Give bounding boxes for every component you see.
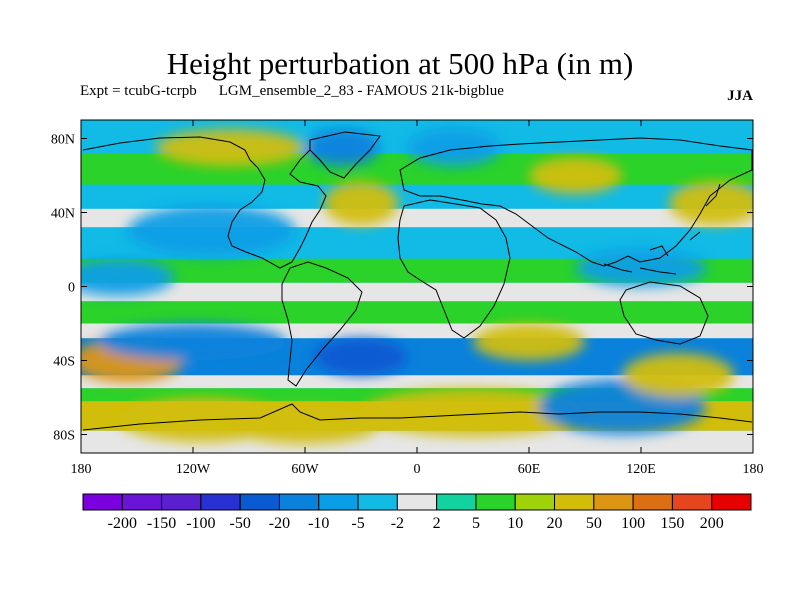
africa-coast bbox=[397, 199, 511, 339]
anomaly-blob bbox=[155, 129, 305, 167]
lon-tick-label: 120E bbox=[626, 462, 656, 477]
field-band bbox=[81, 301, 753, 324]
anomaly-blob bbox=[81, 258, 175, 296]
colorbar-swatch bbox=[593, 493, 634, 511]
latitude-axis: 80N 40N 0 40S 80S bbox=[51, 133, 753, 444]
lat-tick-label: 80S bbox=[53, 429, 75, 444]
lon-tick-label: 180 bbox=[71, 462, 92, 477]
colorbar-swatch bbox=[318, 493, 359, 511]
field-band bbox=[81, 184, 753, 209]
anomaly-blob bbox=[669, 181, 753, 226]
colorbar-swatch bbox=[161, 493, 202, 511]
colorbar-label: -20 bbox=[269, 515, 290, 532]
anomaly-blob bbox=[305, 129, 380, 167]
colorbar-swatch bbox=[475, 493, 516, 511]
lon-tick-label: 60W bbox=[291, 462, 319, 477]
ensemble-label: LGM_ensemble_2_83 - FAMOUS 21k-bigblue bbox=[218, 83, 504, 99]
colorbar-swatch bbox=[239, 493, 280, 511]
lon-tick-label: 0 bbox=[414, 462, 421, 477]
anomaly-blob bbox=[622, 353, 735, 398]
colorbar-label: -100 bbox=[186, 515, 215, 532]
colorbar-swatch bbox=[632, 493, 673, 511]
coastlines bbox=[82, 131, 753, 431]
colorbar-swatch bbox=[278, 493, 320, 511]
colorbar-swatch bbox=[82, 493, 123, 511]
colorbar-swatch bbox=[396, 493, 438, 511]
experiment-label: Expt = tcubG-tcrpb bbox=[80, 83, 197, 99]
contour-field bbox=[81, 120, 753, 453]
anomaly-blob bbox=[473, 323, 585, 361]
longitude-axis: 180 120W 60W 0 60E 120E 180 bbox=[71, 120, 764, 477]
maritime-islands bbox=[603, 183, 721, 275]
anomaly-blob bbox=[361, 388, 585, 437]
colorbar-swatch bbox=[436, 493, 477, 511]
lat-tick-label: 40N bbox=[51, 207, 75, 222]
colorbar-label: 100 bbox=[621, 515, 645, 532]
map-title: Height perturbation at 500 hPa (in m) bbox=[166, 46, 634, 81]
anomaly-blob bbox=[314, 338, 408, 376]
lat-tick-label: 40S bbox=[53, 355, 75, 370]
anomaly-blob bbox=[407, 129, 502, 167]
antarctica-coast bbox=[82, 403, 753, 431]
colorbar-label: -50 bbox=[230, 515, 251, 532]
colorbar-swatch bbox=[671, 493, 713, 511]
colorbar-label: 150 bbox=[660, 515, 684, 532]
north-america-coast bbox=[82, 136, 327, 269]
field-band bbox=[81, 282, 753, 302]
colorbar-label: -200 bbox=[108, 515, 137, 532]
south-america-coast bbox=[281, 261, 363, 387]
eurasia-coast bbox=[399, 137, 753, 267]
colorbar-swatch bbox=[554, 493, 595, 511]
anomaly-blob bbox=[323, 181, 399, 226]
colorbar-label: -2 bbox=[391, 515, 404, 532]
colorbar-labels: -200 -150 -100 -50 -20 -10 -5 -2 2 5 10 20 50 100 150 2… bbox=[108, 515, 724, 532]
lat-tick-label: 80N bbox=[51, 133, 75, 148]
experiment-subtitle: Expt = tcubG-tcrpb LGM_ensemble_2_83 - FA… bbox=[80, 82, 504, 100]
colorbar-label: 20 bbox=[547, 515, 563, 532]
colorbar-label: 5 bbox=[472, 515, 480, 532]
anomaly-blob bbox=[529, 157, 623, 194]
colorbar-label: -5 bbox=[351, 515, 364, 532]
lon-tick-label: 60E bbox=[518, 462, 541, 477]
colorbar-swatch bbox=[711, 493, 752, 511]
season-label: JJA bbox=[727, 88, 753, 104]
lat-tick-label: 0 bbox=[68, 281, 75, 296]
anomaly-blob bbox=[230, 406, 380, 444]
colorbar-label: 200 bbox=[700, 515, 724, 532]
colorbar-swatch bbox=[200, 493, 241, 511]
field-anomalies bbox=[81, 129, 753, 444]
greenland-coast bbox=[309, 131, 381, 179]
colorbar-swatch bbox=[121, 493, 163, 511]
lon-tick-label: 180 bbox=[743, 462, 764, 477]
colorbar-label: -10 bbox=[308, 515, 329, 532]
australia-coast bbox=[619, 281, 709, 345]
colorbar-label: 50 bbox=[586, 515, 602, 532]
anomaly-blob bbox=[127, 205, 296, 257]
colorbar-swatch bbox=[357, 493, 398, 511]
colorbar-label: 2 bbox=[433, 515, 441, 532]
anomaly-blob bbox=[99, 323, 287, 361]
colorbar bbox=[82, 493, 752, 511]
colorbar-label: 10 bbox=[507, 515, 523, 532]
lon-tick-label: 120W bbox=[176, 462, 211, 477]
colorbar-swatch bbox=[514, 493, 556, 511]
colorbar-label: -150 bbox=[147, 515, 176, 532]
